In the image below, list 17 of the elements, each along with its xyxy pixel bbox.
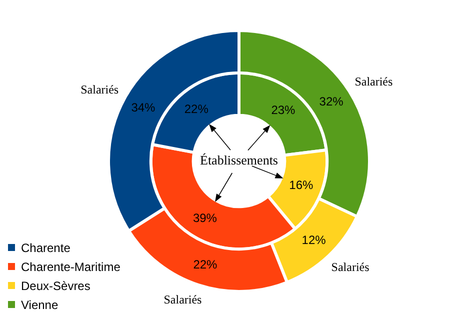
- data-label: 12%: [302, 232, 326, 247]
- legend-label: Vienne: [21, 298, 58, 312]
- text: Salariés: [354, 74, 393, 89]
- data-label: 23%: [271, 103, 296, 118]
- text: Salariés: [164, 292, 202, 306]
- data-label: 32%: [319, 94, 344, 109]
- legend-label: Charente-Maritime: [21, 260, 120, 274]
- legend-label: Deux-Sèvres: [21, 278, 90, 292]
- text: Salariés: [80, 82, 119, 97]
- data-label: 34%: [131, 100, 156, 115]
- data-label: 39%: [192, 210, 218, 225]
- data-label: 22%: [184, 102, 209, 116]
- data-label: 22%: [193, 257, 218, 272]
- slice-label: Salariés: [331, 260, 370, 274]
- legend-label: Charente: [21, 240, 70, 254]
- data-label: 16%: [289, 178, 314, 192]
- slice-label: Établissements: [200, 152, 278, 168]
